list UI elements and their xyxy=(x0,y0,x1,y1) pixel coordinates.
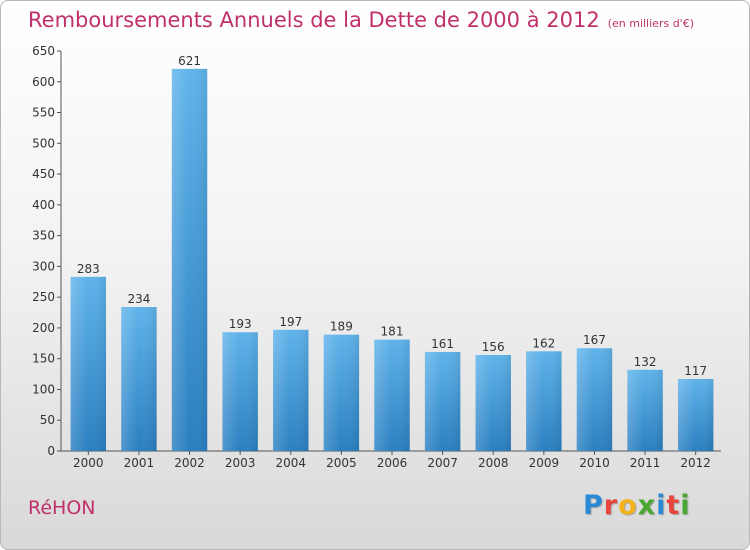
logo-letter: t xyxy=(666,490,681,521)
commune-name: RéHON xyxy=(28,497,96,519)
x-tick-label-2001: 2001 xyxy=(124,456,155,470)
x-tick-label-2009: 2009 xyxy=(529,456,560,470)
data-label-2007: 161 xyxy=(431,337,454,351)
logo-letter: r xyxy=(603,490,619,521)
y-tick-label: 200 xyxy=(32,321,55,335)
data-label-2005: 189 xyxy=(330,320,353,334)
y-tick-label: 450 xyxy=(32,167,55,181)
x-tick-label-2003: 2003 xyxy=(225,456,256,470)
chart-title: Remboursements Annuels de la Dette de 20… xyxy=(28,8,694,32)
y-tick-label: 500 xyxy=(32,136,55,150)
data-label-2001: 234 xyxy=(127,292,150,306)
x-tick-label-2007: 2007 xyxy=(427,456,458,470)
x-tick-label-2000: 2000 xyxy=(73,456,104,470)
y-tick-label: 400 xyxy=(32,198,55,212)
logo-letter: x xyxy=(637,490,657,521)
data-label-2006: 181 xyxy=(381,325,404,339)
data-label-2003: 193 xyxy=(229,317,252,331)
y-tick-label: 300 xyxy=(32,259,55,273)
bar-sheen-2004 xyxy=(273,329,309,451)
data-label-2008: 156 xyxy=(482,340,505,354)
y-tick-label: 350 xyxy=(32,229,55,243)
data-labels: 283 234 621 193 197 189 181 161 156 162 167 132 117 xyxy=(77,54,707,378)
logo-letter: i xyxy=(680,490,691,521)
bar-sheen-2001 xyxy=(121,307,157,451)
logo-letter: i xyxy=(656,490,667,521)
proxiti-logo: Proxiti xyxy=(583,490,691,521)
x-tick-label-2006: 2006 xyxy=(377,456,408,470)
y-tick-label: 550 xyxy=(32,106,55,120)
bar-sheen-2002 xyxy=(171,68,208,451)
logo-letter: o xyxy=(618,490,638,521)
data-label-2011: 132 xyxy=(634,355,657,369)
data-label-2009: 162 xyxy=(532,336,555,350)
x-tick-label-2010: 2010 xyxy=(579,456,610,470)
x-tick-label-2005: 2005 xyxy=(326,456,357,470)
y-tick-label: 250 xyxy=(32,290,55,304)
x-tick-label-2008: 2008 xyxy=(478,456,509,470)
data-label-2000: 283 xyxy=(77,262,100,276)
bar-sheen-2007 xyxy=(424,351,461,451)
logo-letter: P xyxy=(583,490,604,521)
bar-sheen-2010 xyxy=(576,348,613,451)
x-tick-label-2012: 2012 xyxy=(680,456,711,470)
bar-sheen-2008 xyxy=(475,355,511,451)
data-label-2002: 621 xyxy=(178,54,201,68)
bar-sheen-2009 xyxy=(526,351,562,451)
y-tick-label: 600 xyxy=(32,75,55,89)
bar-sheen-2000 xyxy=(70,276,107,451)
x-tick-label-2011: 2011 xyxy=(630,456,661,470)
bar-sheen-2012 xyxy=(677,379,714,451)
y-tick-label: 0 xyxy=(47,444,55,458)
bar-sheen-2011 xyxy=(627,369,663,451)
bar-sheen-2005 xyxy=(323,334,360,451)
data-label-2004: 197 xyxy=(279,315,302,329)
bar-sheen-2006 xyxy=(374,339,410,451)
axes: 0 50 100 150 200 250 300 350 400 450 500 550 600 650 2… xyxy=(32,44,721,470)
title-text: Remboursements Annuels de la Dette de 20… xyxy=(28,8,600,32)
y-tick-label: 150 xyxy=(32,352,55,366)
unit-label: (en milliers d'€) xyxy=(607,17,694,30)
y-tick-label: 50 xyxy=(40,413,55,427)
y-tick-label: 100 xyxy=(32,382,55,396)
y-tick-label: 650 xyxy=(32,44,55,58)
data-label-2010: 167 xyxy=(583,333,606,347)
bars xyxy=(70,68,714,451)
x-tick-label-2004: 2004 xyxy=(275,456,306,470)
bar-sheen-2003 xyxy=(222,332,258,451)
x-tick-label-2002: 2002 xyxy=(174,456,205,470)
data-label-2012: 117 xyxy=(684,364,707,378)
